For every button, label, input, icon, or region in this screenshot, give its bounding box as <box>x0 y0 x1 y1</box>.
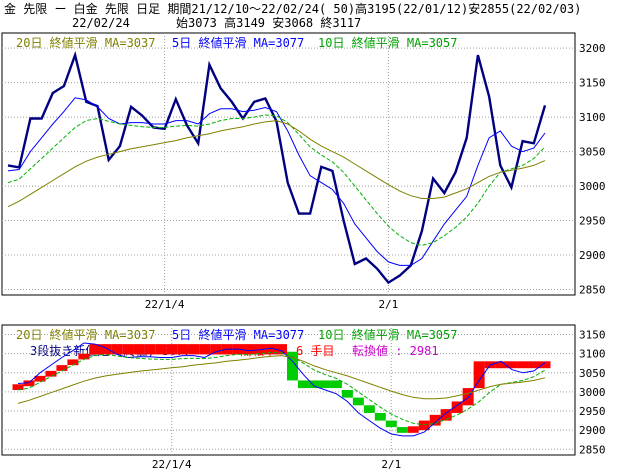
kagi-down-block <box>330 380 342 389</box>
kagi-up-block <box>188 344 200 355</box>
kagi-up-block <box>473 361 485 389</box>
kagi-down-block <box>374 412 386 421</box>
kagi-y-tick-label: 3150 <box>579 329 606 342</box>
price-ma20-line <box>7 120 546 208</box>
price-close-line <box>7 50 547 285</box>
kagi-up-block <box>144 344 156 355</box>
kagi-down-block <box>308 380 320 389</box>
kagi-y-tick-label: 2950 <box>579 405 606 418</box>
legend-ma20: 20日 終値平滑 MA=3037 <box>16 36 156 50</box>
kagi-y-tick-label: 3100 <box>579 348 606 361</box>
price-y-tick-label: 3050 <box>579 146 606 159</box>
kagi-up-block <box>12 384 24 390</box>
legend-bottom-ma10: 10日 終値平滑 MA=3057 <box>318 328 458 342</box>
kagi-up-block <box>539 361 551 369</box>
kagi-up-block <box>254 344 266 355</box>
kagi-y-tick-label: 2850 <box>579 443 606 456</box>
price-y-tick-label: 2950 <box>579 215 606 228</box>
price-y-tick-label: 2900 <box>579 249 606 262</box>
kagi-up-block <box>177 344 189 355</box>
kagi-y-tick-label: 2900 <box>579 424 606 437</box>
price-ma5-line <box>7 97 546 266</box>
kagi-up-block <box>67 359 79 366</box>
price-x-tick-label: 22/1/4 <box>145 298 185 311</box>
kagi-down-block <box>352 397 364 406</box>
kagi-up-block <box>451 401 463 413</box>
kagi-up-block <box>78 353 90 360</box>
legend-ma5: 5日 終値平滑 MA=3077 <box>172 36 305 50</box>
price-frame <box>1 32 576 296</box>
kagi-up-block <box>495 361 507 369</box>
kagi-up-block <box>89 344 101 355</box>
kagi-up-block <box>199 344 211 355</box>
legend-ma10: 10日 終値平滑 MA=3057 <box>318 36 458 50</box>
kagi-up-block <box>45 370 57 377</box>
price-y-tick-label: 3000 <box>579 180 606 193</box>
price-x-tick-label: 2/1 <box>378 298 398 311</box>
kagi-down-block <box>363 405 375 413</box>
kagi-up-block <box>111 344 123 355</box>
price-y-tick-label: 3100 <box>579 111 606 124</box>
kagi-ma10-line <box>17 351 546 426</box>
kagi-y-tick-label: 3050 <box>579 367 606 380</box>
legend-bottom-ma20: 20日 終値平滑 MA=3037 <box>16 328 156 342</box>
kagi-up-block <box>440 409 452 421</box>
kagi-up-block <box>34 375 46 382</box>
kagi-up-block <box>418 420 430 431</box>
kagi-up-block <box>429 414 441 426</box>
kagi-up-block <box>122 344 134 355</box>
kagi-up-block <box>210 344 222 355</box>
header-ohlc: 始3073 高3149 安3068 終3117 <box>176 16 362 30</box>
kagi-up-block <box>166 344 178 355</box>
kagi-down-block <box>341 390 353 398</box>
kagi-ma20-line <box>17 355 546 404</box>
kagi-down-block <box>286 351 298 381</box>
kagi-up-block <box>155 344 167 355</box>
kagi-frame <box>1 324 576 456</box>
kagi-down-block <box>319 380 331 389</box>
kagi-down-block <box>396 427 408 433</box>
header-date: 22/02/24 <box>72 16 130 30</box>
kagi-up-block <box>517 361 529 369</box>
kagi-down-block <box>297 380 309 389</box>
kagi-x-tick-label: 22/1/4 <box>152 458 192 471</box>
kagi-up-block <box>56 365 68 371</box>
kagi-up-block <box>506 361 518 369</box>
price-ma10-line <box>7 114 546 246</box>
kagi-up-block <box>276 344 287 355</box>
kagi-down-block <box>385 420 397 428</box>
chart-title: 金 先限 ー 白金 先限 日足 期間21/12/10～22/02/24( 50)… <box>4 2 582 16</box>
kagi-up-block <box>100 344 112 355</box>
kagi-up-block <box>265 344 277 355</box>
kagi-up-block <box>243 344 255 355</box>
kagi-reversal: 転換値 : 2981 <box>352 344 439 358</box>
price-y-tick-label: 3150 <box>579 77 606 90</box>
kagi-up-block <box>133 344 145 355</box>
kagi-x-tick-label: 2/1 <box>381 458 401 471</box>
kagi-up-block <box>528 361 540 369</box>
kagi-y-tick-label: 3000 <box>579 386 606 399</box>
kagi-up-block <box>407 426 419 433</box>
price-y-tick-label: 3200 <box>579 42 606 55</box>
price-y-tick-label: 2850 <box>579 283 606 296</box>
kagi-count: 6 手目 <box>296 344 335 358</box>
kagi-up-block <box>23 380 35 387</box>
kagi-ma5-line <box>17 342 546 437</box>
